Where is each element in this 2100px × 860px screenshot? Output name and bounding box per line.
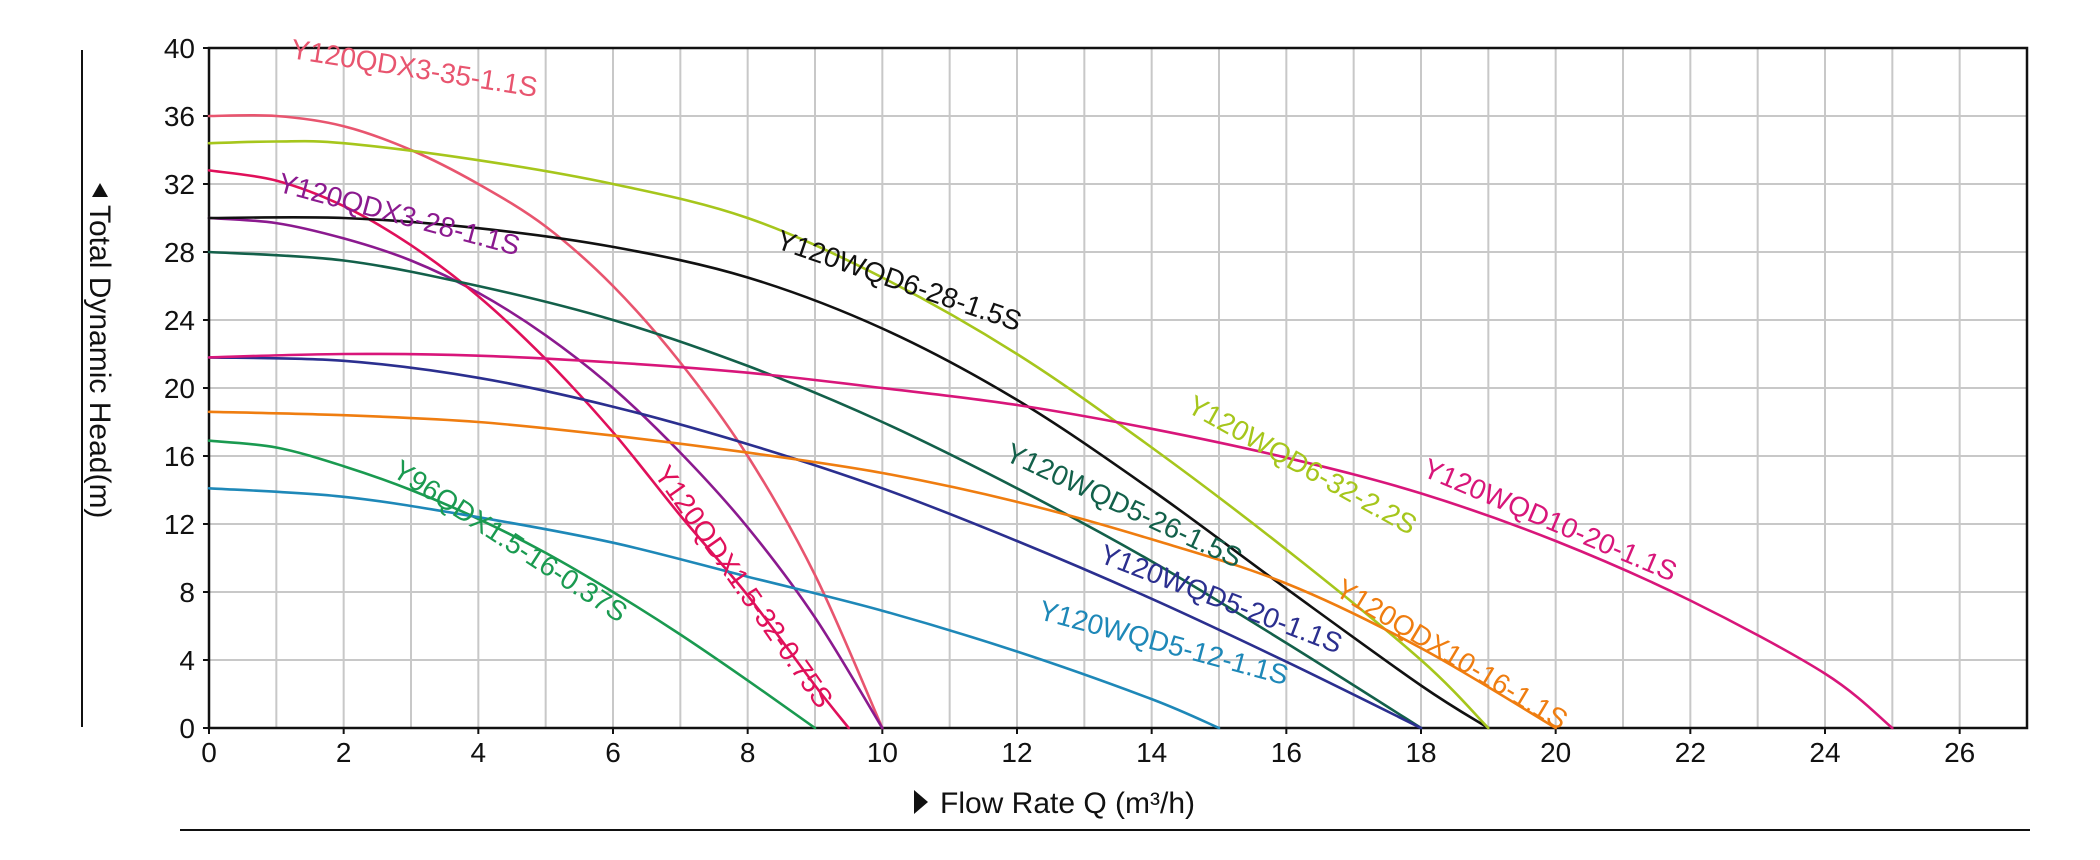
y-tick-label: 32: [164, 169, 195, 200]
y-tick-label: 4: [179, 645, 195, 676]
curve-label-layer: Y120QDX3-35-1.1S Y120QDX3-28-1.1S Y120QDX1…: [275, 33, 1682, 735]
series-line: [207, 487, 1221, 730]
y-axis-title: Total Dynamic Head(m): [83, 205, 116, 518]
series-label: Y120WQD10-20-1.1S: [1419, 452, 1682, 587]
series-label: Y120QDX10-16-1.1S: [1330, 573, 1573, 736]
y-tick-label: 28: [164, 237, 195, 268]
series-line: [207, 439, 817, 730]
x-tick-label: 12: [1001, 737, 1032, 768]
series-line: [207, 216, 884, 730]
x-tick-label: 18: [1405, 737, 1436, 768]
y-tick-label: 40: [164, 33, 195, 64]
x-tick-label: 4: [471, 737, 487, 768]
x-axis-arrow-icon: [914, 790, 928, 814]
series-line: [207, 113, 884, 730]
y-tick-label: 0: [179, 713, 195, 744]
series-line: [207, 139, 1490, 730]
series-label: Y120QDX1.5-32-0.75S: [648, 460, 839, 714]
y-tick-label: 24: [164, 305, 195, 336]
series-layer: [207, 113, 1894, 730]
y-tick-label: 20: [164, 373, 195, 404]
series-label: Y120QDX3-28-1.1S: [275, 167, 524, 261]
x-tick-label: 16: [1271, 737, 1302, 768]
x-tick-label: 6: [605, 737, 621, 768]
x-tick-label: 0: [201, 737, 217, 768]
x-tick-label: 20: [1540, 737, 1571, 768]
grid-layer: [209, 48, 2027, 728]
y-tick-label: 8: [179, 577, 195, 608]
series-line: [207, 250, 1423, 730]
x-tick-label: 26: [1944, 737, 1975, 768]
x-tick-label: 2: [336, 737, 352, 768]
series-line: [207, 356, 1423, 730]
series-label: Y96QDX1.5-16-0.37S: [388, 454, 633, 628]
x-axis-title: Flow Rate Q (m³/h): [940, 787, 1195, 820]
x-tick-label: 24: [1809, 737, 1840, 768]
x-tick-label: 8: [740, 737, 756, 768]
x-tick-label: 10: [867, 737, 898, 768]
series-line: [207, 215, 1490, 730]
x-tick-label: 22: [1675, 737, 1706, 768]
x-tick-label: 14: [1136, 737, 1167, 768]
y-tick-label: 12: [164, 509, 195, 540]
series-label: Y120QDX3-35-1.1S: [289, 33, 540, 103]
series-line: [207, 410, 1557, 730]
y-tick-label: 16: [164, 441, 195, 472]
y-tick-label: 36: [164, 101, 195, 132]
y-axis-arrow-icon: [92, 183, 108, 197]
series-line: [207, 352, 1894, 730]
series-line: [207, 169, 850, 730]
tick-label-layer: 0 2 4 6 8 10 12 14 16 18 20 22 24 2604812162024283236…: [164, 33, 1975, 768]
